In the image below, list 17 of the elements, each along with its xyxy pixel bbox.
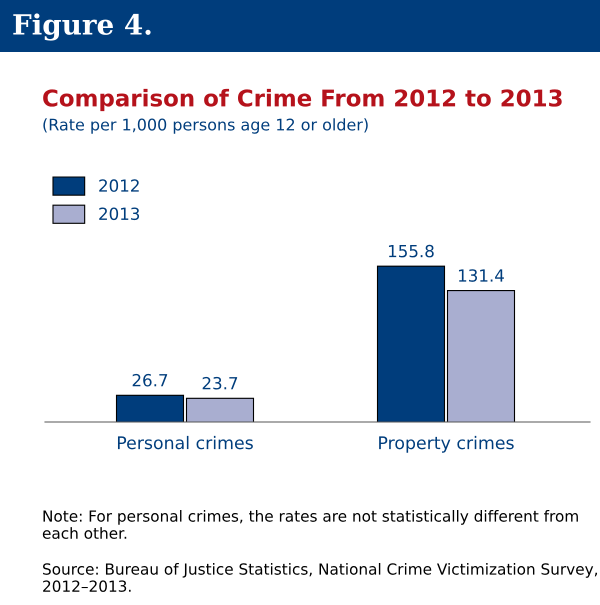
bar bbox=[116, 394, 184, 422]
legend-label: 2012 bbox=[99, 179, 139, 192]
bar bbox=[186, 398, 254, 422]
chart-title: Comparison of Crime From 2012 to 2013 bbox=[43, 88, 562, 112]
x-tick-label: Property crimes bbox=[379, 436, 514, 453]
data-label: 26.7 bbox=[132, 374, 168, 387]
data-label: 23.7 bbox=[202, 376, 238, 390]
bar bbox=[376, 266, 446, 422]
data-label: 155.8 bbox=[388, 244, 434, 258]
bar bbox=[446, 290, 516, 422]
chart-subtitle: (Rate per 1,000 persons age 12 or older) bbox=[43, 118, 368, 134]
source-note: Source: Bureau of Justice Statistics, National Crime Victimization Survey, 2012–2013. bbox=[43, 563, 598, 592]
data-label: 131.4 bbox=[458, 269, 504, 282]
x-tick-label: Personal crimes bbox=[118, 436, 253, 450]
legend-label: 2013 bbox=[99, 207, 140, 220]
text: Note: For personal crimes, the rates are not statistically different from each other. bbox=[42, 510, 578, 539]
caption: Figure 4. bbox=[13, 13, 151, 41]
